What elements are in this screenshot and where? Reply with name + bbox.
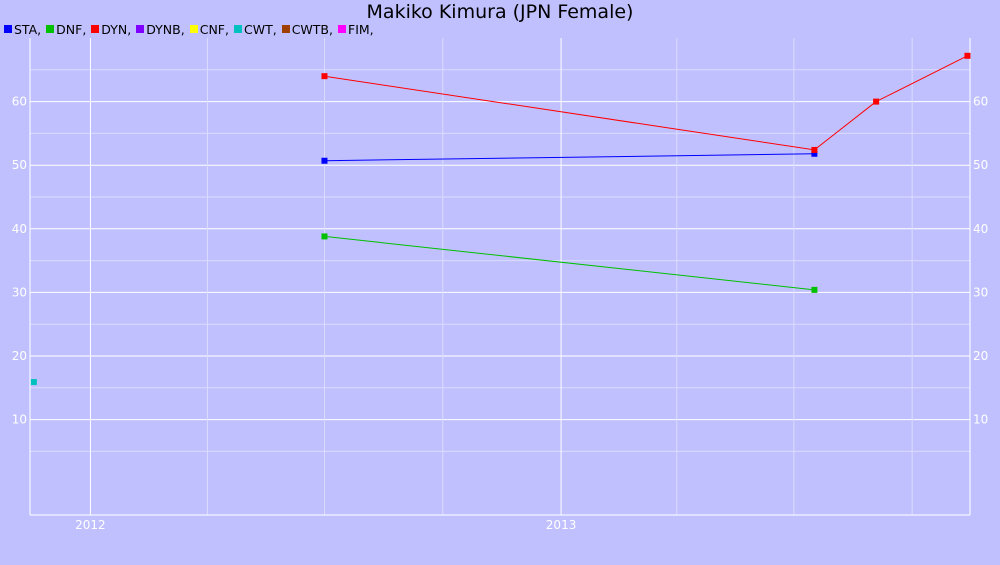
x-tick-label: 2012 (75, 518, 106, 532)
legend-label-fim: FIM (348, 21, 370, 37)
legend-separator: , (225, 21, 229, 37)
legend-separator: , (329, 21, 333, 37)
legend-swatch-dyn (91, 25, 100, 33)
data-point-dnf (321, 233, 328, 240)
legend-label-dnf: DNF (56, 21, 83, 37)
chart-title: Makiko Kimura (JPN Female) (366, 1, 634, 23)
series-sta (321, 150, 818, 164)
y-tick-label-right: 10 (973, 413, 988, 427)
legend-swatch-sta (4, 25, 12, 33)
series-line-dnf (324, 235, 815, 291)
data-point-sta (321, 157, 328, 164)
data-point-dyn (811, 146, 818, 153)
y-tick-label-right: 30 (973, 285, 988, 299)
grid (30, 38, 970, 515)
y-tick-label-right: 50 (973, 158, 988, 172)
legend-separator: , (180, 21, 185, 37)
legend: STA, DNF, DYN, DYNB, CNF, CWT, CWTB, FIM, (4, 21, 379, 37)
y-tick-label-left: 20 (12, 349, 27, 363)
legend-label-dyn: DYN (101, 21, 128, 37)
legend-swatch-cwt (233, 25, 242, 33)
legend-label-cnf: CNF (199, 21, 225, 37)
tick-labels: 10 10 20 20 30 30 40 40 50 50 60 60 2012 2013 (12, 95, 989, 532)
legend-separator: , (37, 21, 42, 37)
legend-item-dynb: DYNB, (136, 22, 185, 37)
legend-swatch-cnf (189, 25, 198, 33)
legend-swatch-dynb (136, 25, 145, 33)
legend-label-sta: STA (14, 21, 38, 37)
y-tick-label-right: 20 (973, 349, 988, 363)
legend-item-dyn: DYN, (91, 22, 131, 37)
y-tick-label-left: 10 (12, 413, 27, 427)
series-line-dyn (324, 55, 968, 151)
data-point-sta (811, 150, 818, 157)
series-dyn (321, 52, 971, 153)
legend-label-cwt: CWT (243, 21, 273, 37)
y-tick-label-right: 40 (973, 222, 988, 236)
series (30, 52, 971, 386)
data-point-cwt (30, 379, 37, 386)
y-tick-label-right: 60 (973, 95, 988, 109)
series-cwt (30, 379, 37, 386)
legend-item-cnf: CNF, (189, 21, 229, 37)
legend-separator: , (369, 21, 374, 37)
y-tick-label-left: 40 (12, 222, 27, 236)
y-tick-label-left: 50 (12, 158, 27, 172)
legend-label-cwtb: CWTB (291, 21, 330, 37)
legend-item-sta: STA, (4, 22, 41, 37)
data-point-dyn (964, 52, 971, 59)
legend-swatch-dnf (46, 25, 55, 33)
series-dnf (321, 233, 818, 293)
legend-item-cwt: CWT, (233, 21, 277, 37)
data-point-dyn (873, 98, 880, 105)
legend-swatch-fim (338, 25, 346, 33)
y-tick-label-left: 60 (12, 95, 27, 109)
data-point-dyn (321, 73, 328, 80)
legend-item-fim: FIM, (338, 22, 374, 37)
x-tick-label: 2013 (546, 518, 577, 532)
legend-swatch-cwtb (281, 25, 290, 33)
legend-separator: , (82, 21, 87, 37)
data-point-dnf (811, 286, 818, 293)
series-line-sta (324, 153, 815, 162)
legend-label-dynb: DYNB (146, 21, 181, 37)
axes (29, 38, 971, 516)
legend-separator: , (127, 21, 132, 37)
y-tick-label-left: 30 (12, 285, 27, 299)
legend-item-dnf: DNF, (46, 22, 86, 37)
legend-separator: , (272, 21, 277, 37)
legend-item-cwtb: CWTB, (281, 21, 333, 37)
